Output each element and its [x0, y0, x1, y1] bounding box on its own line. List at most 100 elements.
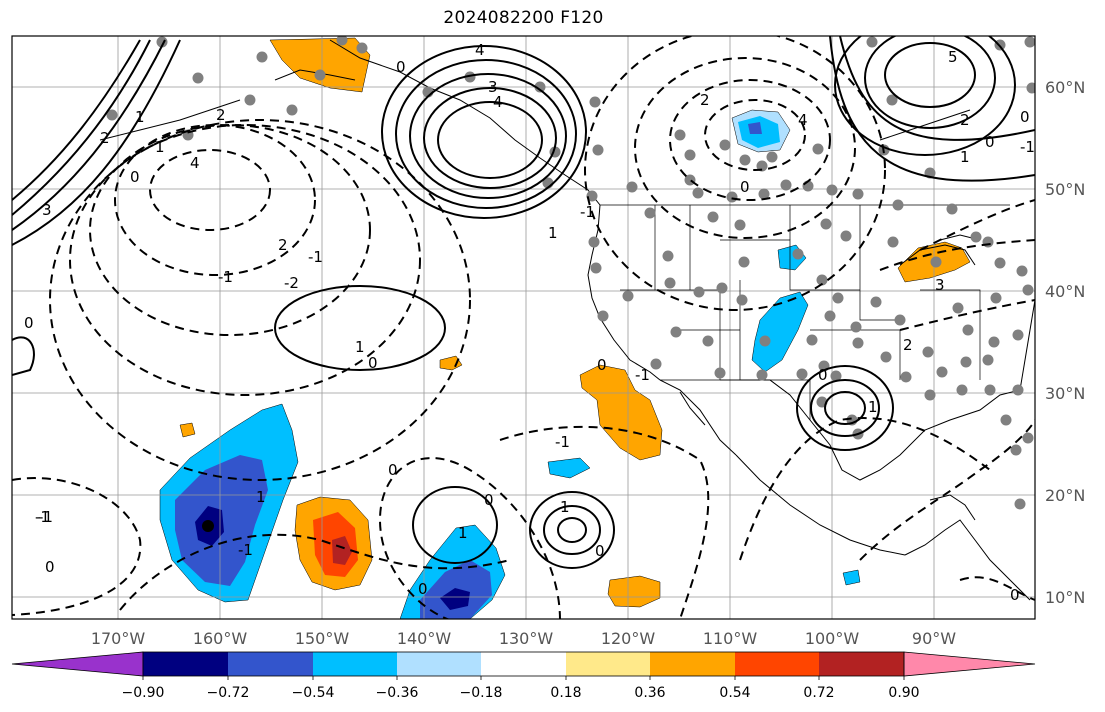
svg-text:4: 4	[798, 111, 808, 129]
lon-label: 140°W	[397, 629, 452, 648]
negative-anomaly-core	[202, 520, 214, 532]
svg-text:1: 1	[560, 498, 570, 516]
lon-label: 160°W	[193, 629, 248, 648]
svg-text:1: 1	[155, 138, 165, 156]
colorbar-tick-label: 0.54	[719, 685, 750, 701]
svg-text:-1: -1	[555, 433, 570, 451]
colorbar-segment	[143, 652, 228, 676]
svg-text:4: 4	[493, 93, 503, 111]
svg-text:0: 0	[1010, 586, 1020, 604]
colorbar-extend-min	[11, 651, 144, 677]
svg-text:0: 0	[985, 133, 995, 151]
positive-anomaly-area	[332, 536, 352, 565]
svg-text:1: 1	[868, 398, 878, 416]
colorbar-extend-max	[903, 651, 1036, 677]
colorbar-segment	[650, 652, 735, 676]
station-markers	[106, 36, 1035, 510]
colorbar-segment	[481, 652, 566, 676]
colorbar-segment	[819, 652, 904, 676]
svg-text:0: 0	[597, 356, 607, 374]
colorbar: −0.90 −0.72 −0.54 −0.36 −0.18 0.18 0.36 …	[11, 651, 1036, 701]
svg-text:-1: -1	[635, 366, 650, 384]
colorbar-tick-label: −0.90	[122, 685, 165, 701]
lat-label: 20°N	[1045, 486, 1085, 505]
svg-text:3: 3	[42, 201, 52, 219]
svg-text:4: 4	[475, 41, 485, 59]
map-frame	[11, 35, 1036, 620]
colorbar-tick-label: −0.36	[376, 685, 419, 701]
svg-text:0: 0	[45, 558, 55, 576]
contour-labels: 3 4 5 4 3 2 1 0 -1 -2 2 0 4 2 1 0 -1 1 0…	[24, 41, 1035, 604]
svg-text:1: 1	[256, 488, 266, 506]
lon-label: 130°W	[499, 629, 554, 648]
svg-text:0: 0	[484, 491, 494, 509]
dashed-contours	[12, 36, 1035, 619]
negative-anomaly-area	[842, 569, 861, 586]
graticule	[12, 36, 1035, 619]
svg-text:2: 2	[960, 111, 970, 129]
negative-anomaly-area	[751, 291, 809, 373]
svg-text:0: 0	[418, 580, 428, 598]
svg-text:1: 1	[960, 148, 970, 166]
lon-label: 110°W	[703, 629, 758, 648]
svg-text:2: 2	[216, 106, 226, 124]
colorbar-tick-label: 0.36	[634, 685, 665, 701]
svg-text:-1: -1	[35, 508, 50, 526]
svg-text:0: 0	[396, 58, 406, 76]
svg-text:1: 1	[548, 224, 558, 242]
coastlines	[99, 39, 1035, 601]
svg-text:3: 3	[488, 78, 498, 96]
colorbar-segment	[313, 652, 397, 676]
svg-text:2: 2	[700, 91, 710, 109]
colorbar-tick-label: 0.18	[550, 685, 581, 701]
svg-text:0: 0	[24, 314, 34, 332]
lat-label: 30°N	[1045, 384, 1085, 403]
lon-label: 120°W	[601, 629, 656, 648]
svg-text:3: 3	[935, 276, 945, 294]
colorbar-tick-label: −0.18	[460, 685, 503, 701]
svg-text:0: 0	[595, 542, 605, 560]
lon-label: 150°W	[295, 629, 350, 648]
colorbar-segment	[566, 652, 650, 676]
svg-text:-1: -1	[238, 541, 253, 559]
map-title: 2024082200 F120	[443, 8, 604, 28]
latitude-labels: 60°N 50°N 40°N 30°N 20°N 10°N	[1045, 78, 1085, 607]
colorbar-segment	[228, 652, 313, 676]
colorbar-tick-label: −0.72	[207, 685, 250, 701]
negative-anomaly-area	[440, 588, 470, 610]
lon-label: 100°W	[805, 629, 860, 648]
svg-text:0: 0	[1020, 108, 1030, 126]
positive-anomaly-area	[269, 37, 371, 93]
svg-text:-1: -1	[308, 248, 323, 266]
anomaly-fills	[159, 37, 971, 619]
svg-text:1: 1	[355, 338, 365, 356]
colorbar-segment	[735, 652, 819, 676]
svg-text:2: 2	[100, 129, 110, 147]
svg-text:-1: -1	[38, 508, 53, 526]
svg-text:-2: -2	[284, 274, 299, 292]
svg-text:0: 0	[740, 178, 750, 196]
svg-text:1: 1	[458, 524, 468, 542]
svg-text:0: 0	[818, 366, 828, 384]
lat-label: 10°N	[1045, 588, 1085, 607]
svg-text:4: 4	[190, 154, 200, 172]
lat-label: 50°N	[1045, 180, 1085, 199]
svg-text:0: 0	[130, 168, 140, 186]
svg-text:5: 5	[948, 48, 958, 66]
lat-label: 40°N	[1045, 282, 1085, 301]
colorbar-tick-label: −0.54	[292, 685, 335, 701]
svg-text:-1: -1	[218, 268, 233, 286]
positive-anomaly-area	[179, 422, 196, 438]
lon-label: 170°W	[91, 629, 146, 648]
svg-text:0: 0	[368, 354, 378, 372]
negative-anomaly-area	[547, 457, 591, 479]
solid-contours	[12, 36, 1035, 569]
svg-text:-1: -1	[1020, 138, 1035, 156]
svg-text:1: 1	[135, 108, 145, 126]
svg-text:0: 0	[388, 461, 398, 479]
positive-anomaly-area	[579, 364, 663, 461]
positive-anomaly-area	[439, 355, 463, 371]
negative-anomaly-area	[748, 122, 762, 134]
longitude-labels: 170°W 160°W 150°W 140°W 130°W 120°W 110°…	[91, 629, 956, 648]
